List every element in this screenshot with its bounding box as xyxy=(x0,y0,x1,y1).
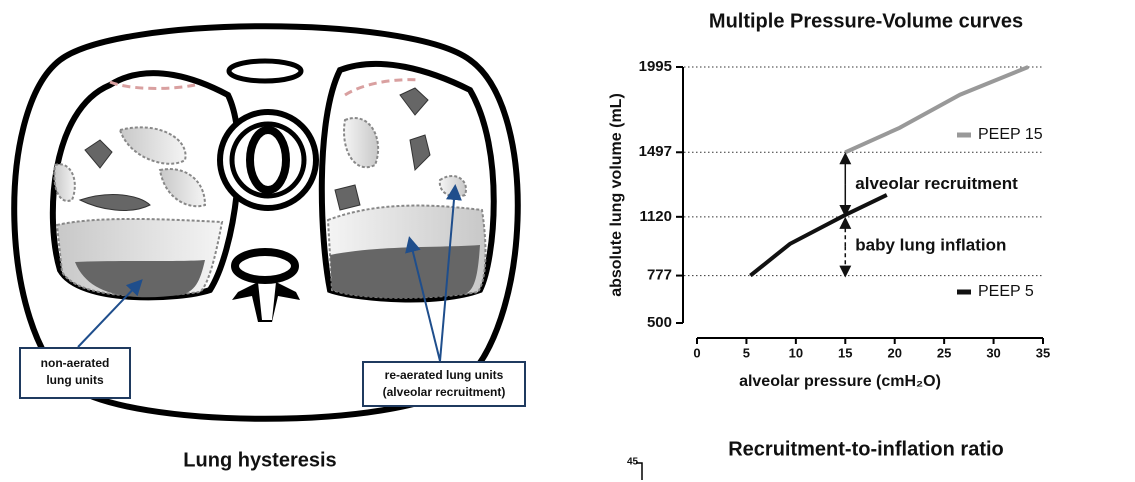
thorax-diagram: non-aerated lung units re-aerated lung u… xyxy=(11,23,526,422)
callout-text: non-aerated xyxy=(41,356,110,370)
callout-text: (alveolar recruitment) xyxy=(383,385,506,399)
y-tick-label: 1995 xyxy=(639,58,672,75)
callout-text: re-aerated lung units xyxy=(385,368,504,382)
y-tick-label: 1120 xyxy=(639,208,672,225)
legend-label: PEEP 5 xyxy=(978,283,1034,300)
x-tick-label: 25 xyxy=(937,345,951,360)
y-tick-label: 777 xyxy=(647,267,672,284)
chart-caption: Recruitment-to-inflation ratio xyxy=(728,438,1004,460)
x-tick-label: 30 xyxy=(986,345,1000,360)
chart-title: Multiple Pressure-Volume curves xyxy=(709,10,1023,32)
y-tick-label: 1497 xyxy=(639,143,672,160)
x-tick-label: 5 xyxy=(743,345,750,360)
legend-label: PEEP 15 xyxy=(978,126,1043,143)
diagram-caption: Lung hysteresis xyxy=(183,449,336,471)
x-tick-label: 20 xyxy=(887,345,901,360)
x-tick-label: 10 xyxy=(789,345,803,360)
x-tick-label: 15 xyxy=(838,345,852,360)
bracket xyxy=(636,462,643,480)
x-tick-label: 35 xyxy=(1036,345,1050,360)
y-tick-label: 500 xyxy=(647,314,672,331)
series-line xyxy=(844,65,1029,155)
annotation: alveolar recruitment xyxy=(855,174,1018,193)
y-axis-label: absolute lung volume (mL) xyxy=(608,93,625,297)
x-axis-label: alveolar pressure (cmH₂O) xyxy=(739,373,941,390)
page-number: 45 xyxy=(627,457,639,468)
callout-text: lung units xyxy=(46,373,104,387)
series-line xyxy=(749,193,888,278)
x-tick-label: 0 xyxy=(693,345,700,360)
annotation: baby lung inflation xyxy=(855,236,1006,255)
